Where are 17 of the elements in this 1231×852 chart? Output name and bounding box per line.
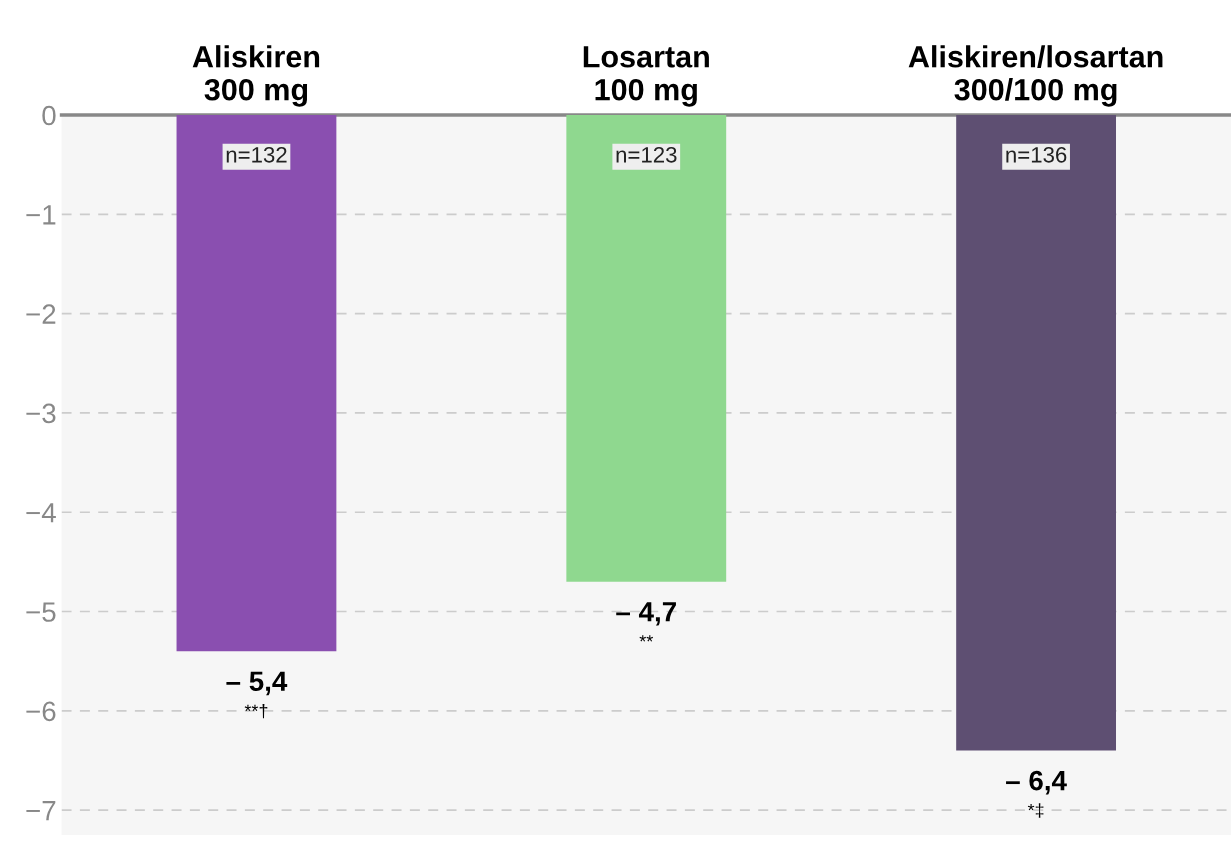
- y-tick-label: −5: [26, 602, 56, 622]
- annotation: n=123: [616, 146, 677, 163]
- y-tick-label: −1: [26, 205, 56, 225]
- annotation: n=132: [226, 146, 287, 163]
- x-tick-label: Aliskiren 300 mg: [192, 45, 320, 107]
- x-tick-label: Losartan 100 mg: [583, 46, 709, 107]
- data-label: – 4,7 **: [616, 602, 676, 642]
- y-tick-label: −4: [26, 503, 56, 523]
- y-tick-label: 0: [42, 105, 56, 126]
- x-tick-label: Aliskiren/losartan 300/100 mg: [908, 45, 1163, 107]
- y-tick-label: −6: [26, 701, 56, 722]
- data-label: – 5,4 **†: [226, 671, 288, 719]
- annotation: n=136: [1006, 146, 1067, 163]
- y-tick-label: −7: [26, 801, 56, 821]
- y-tick-label: −2: [26, 304, 56, 324]
- y-tick-label: −3: [26, 403, 56, 424]
- data-label: – 6,4 *‡: [1006, 770, 1067, 818]
